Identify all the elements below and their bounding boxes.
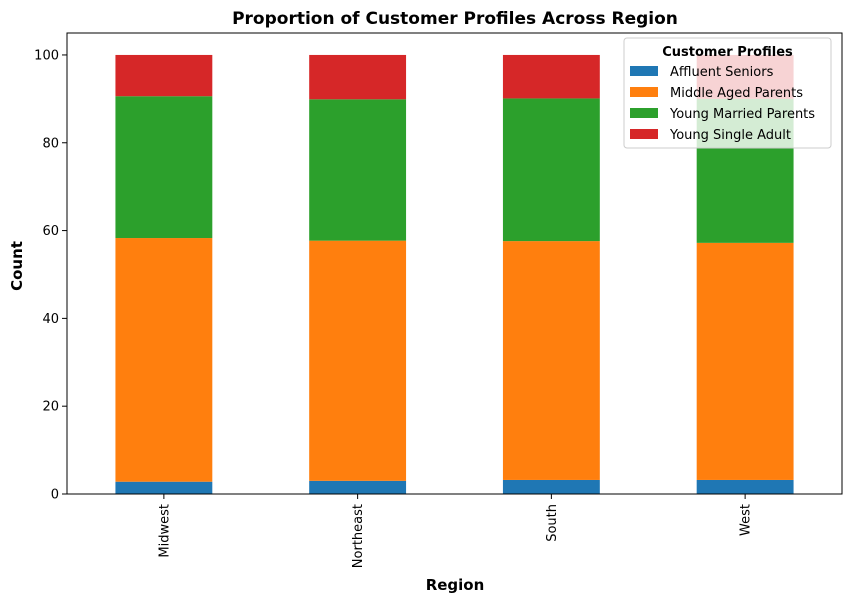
- y-tick-label: 20: [42, 400, 59, 415]
- bar-midwest-young-single-adult: [115, 54, 213, 97]
- bar-south-young-married-parents: [502, 98, 600, 242]
- x-tick-label: South: [545, 504, 560, 542]
- y-tick-label: 60: [42, 224, 59, 239]
- legend-label-young-single-adult: Young Single Adult: [669, 128, 791, 143]
- legend-swatch-middle-aged-parents: [630, 87, 658, 97]
- bar-northeast-affluent-seniors: [309, 480, 407, 494]
- y-tick-label: 100: [34, 48, 59, 63]
- legend-label-young-married-parents: Young Married Parents: [669, 107, 815, 122]
- y-tick-label: 80: [42, 136, 59, 151]
- chart-title: Proportion of Customer Profiles Across R…: [232, 9, 678, 29]
- plot-frame: [66, 32, 843, 495]
- y-tick-label: 40: [42, 312, 59, 327]
- bar-west-middle-aged-parents: [696, 242, 794, 480]
- legend-box: [623, 37, 832, 149]
- x-tick-label: Northeast: [351, 504, 366, 568]
- bar-south-young-single-adult: [502, 54, 600, 99]
- y-axis-title: Count: [8, 241, 26, 291]
- legend-swatch-young-single-adult: [630, 129, 658, 139]
- bar-northeast-young-married-parents: [309, 99, 407, 241]
- bar-midwest-middle-aged-parents: [115, 238, 213, 482]
- bar-midwest-affluent-seniors: [115, 481, 213, 494]
- axes-group: 0 20 40 60 80 100 Midwest Northeast South West: [34, 32, 843, 568]
- bar-midwest-young-married-parents: [115, 96, 213, 239]
- legend-label-middle-aged-parents: Middle Aged Parents: [670, 86, 803, 101]
- x-tick-label: Midwest: [157, 504, 172, 558]
- bar-south-middle-aged-parents: [502, 241, 600, 480]
- legend-label-affluent-seniors: Affluent Seniors: [670, 65, 774, 80]
- bar-south-affluent-seniors: [502, 479, 600, 494]
- bar-west-affluent-seniors: [696, 479, 794, 494]
- x-axis-title: Region: [426, 576, 485, 594]
- legend-swatch-young-married-parents: [630, 108, 658, 118]
- legend-swatch-affluent-seniors: [630, 66, 658, 76]
- legend-title: Customer Profiles: [662, 45, 793, 60]
- bar-northeast-middle-aged-parents: [309, 240, 407, 481]
- legend: Customer Profiles Affluent Seniors Middle …: [623, 37, 832, 149]
- bar-northeast-young-single-adult: [309, 54, 407, 100]
- y-tick-label: 0: [51, 488, 59, 503]
- x-tick-label: West: [739, 504, 754, 536]
